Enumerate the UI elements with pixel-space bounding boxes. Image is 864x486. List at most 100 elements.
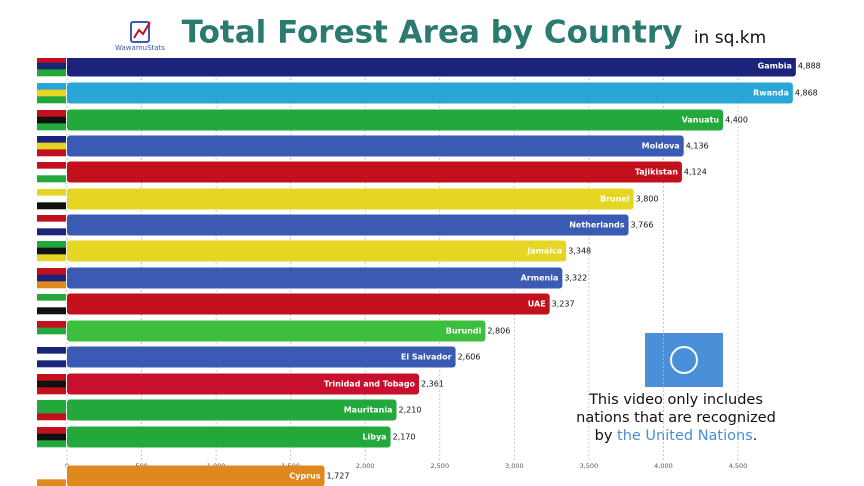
bar — [67, 320, 486, 342]
flag-stripe — [37, 268, 66, 275]
bar-label: Netherlands — [569, 221, 625, 230]
bar — [67, 214, 629, 236]
flag-stripe — [37, 149, 66, 157]
flag-stripe — [37, 221, 66, 229]
flag-stripe — [37, 400, 66, 407]
bar-label: Burundi — [446, 327, 482, 336]
bar — [67, 135, 684, 157]
flag-stripe — [37, 62, 66, 70]
flag-stripe — [37, 58, 66, 63]
value-label: 4,400 — [725, 116, 748, 125]
value-label: 3,800 — [636, 195, 659, 204]
bar-label: Tajikistan — [635, 168, 678, 177]
flag-stripe — [37, 380, 66, 388]
value-label: 3,348 — [568, 247, 591, 256]
flag-stripe — [37, 69, 66, 77]
value-label: 4,136 — [686, 142, 709, 151]
flag-stripe — [37, 254, 66, 262]
flag-stripe — [37, 202, 66, 210]
x-tick-label: 3,000 — [505, 462, 524, 470]
flag-stripe — [37, 142, 66, 150]
logo-text: WawamuStats — [115, 44, 165, 52]
x-tick-label: 2,000 — [356, 462, 375, 470]
flag-stripe — [37, 360, 66, 368]
flag-stripe — [37, 110, 66, 117]
bar — [67, 399, 397, 421]
bar-label: Rwanda — [753, 89, 789, 98]
flag-stripe — [37, 83, 66, 90]
value-label: 2,170 — [393, 433, 416, 442]
flag-stripe — [37, 479, 66, 486]
flag-stripe — [37, 353, 66, 361]
flag-stripe — [37, 321, 66, 328]
bar-label: Jamaica — [526, 247, 562, 256]
bar-label: Armenia — [521, 274, 559, 283]
flag-stripe — [37, 466, 66, 473]
bar — [67, 58, 796, 77]
bar-label: Mauritania — [344, 406, 393, 415]
bar — [67, 293, 550, 315]
un-emblem — [670, 346, 698, 374]
flag-stripe — [37, 228, 66, 236]
bars: Gambia 4,888 Rwanda 4,868 Vanuatu 4,400 Moldov… — [37, 58, 821, 486]
flag-stripe — [37, 215, 66, 222]
bar — [67, 240, 567, 262]
flag-stripe — [37, 274, 66, 282]
value-label: 2,606 — [458, 353, 481, 362]
flag-stripe — [37, 136, 66, 143]
bar — [67, 161, 682, 183]
un-flag — [645, 333, 723, 387]
flag-stripe — [37, 433, 66, 441]
note-text: This video only includes nations that ar… — [576, 392, 776, 444]
flag-stripe — [37, 406, 66, 414]
bar-label: Libya — [362, 433, 386, 442]
x-tick-label: 0 — [65, 462, 69, 470]
flag-stripe — [37, 427, 66, 434]
value-label: 4,888 — [798, 62, 821, 71]
flag-stripe — [37, 334, 66, 342]
flag-stripe — [37, 281, 66, 289]
flag-stripe — [37, 195, 66, 203]
flag-stripe — [37, 162, 66, 169]
flag-stripe — [37, 89, 66, 97]
bar-label: Brunei — [600, 195, 630, 204]
bar-label: El Salvador — [401, 353, 452, 362]
flag-stripe — [37, 189, 66, 196]
value-label: 2,210 — [399, 406, 422, 415]
flag-stripe — [37, 472, 66, 480]
bar — [67, 267, 563, 289]
flag-stripe — [37, 413, 66, 421]
x-tick-label: 3,500 — [580, 462, 599, 470]
bar — [67, 426, 391, 448]
bar-label: Vanuatu — [682, 116, 720, 125]
value-label: 4,124 — [684, 168, 707, 177]
flag-stripe — [37, 440, 66, 448]
flag-stripe — [37, 96, 66, 104]
chart-subtitle: in sq.km — [694, 28, 766, 48]
bar — [67, 346, 456, 368]
flag-stripe — [37, 123, 66, 131]
value-label: 4,868 — [795, 89, 818, 98]
flag-stripe — [37, 241, 66, 248]
note-end: . — [752, 428, 758, 444]
bar — [67, 373, 420, 395]
logo-icon — [130, 21, 151, 43]
chart-title: Total Forest Area by Country — [182, 15, 683, 51]
flag-stripe — [37, 300, 66, 308]
value-label: 2,806 — [487, 327, 510, 336]
value-label: 1,727 — [327, 472, 350, 481]
value-label: 3,322 — [564, 274, 587, 283]
flag-stripe — [37, 294, 66, 301]
bar-label: Trinidad and Tobago — [324, 380, 416, 389]
note-link: the United Nations — [617, 428, 753, 444]
x-tick-label: 4,500 — [729, 462, 748, 470]
value-label: 3,766 — [631, 221, 654, 230]
flag-stripe — [37, 374, 66, 381]
bar-label: UAE — [528, 300, 546, 309]
flag-stripe — [37, 387, 66, 395]
bar-label: Gambia — [758, 62, 792, 71]
flag-stripe — [37, 175, 66, 183]
flag-stripe — [37, 116, 66, 124]
flag-stripe — [37, 307, 66, 315]
